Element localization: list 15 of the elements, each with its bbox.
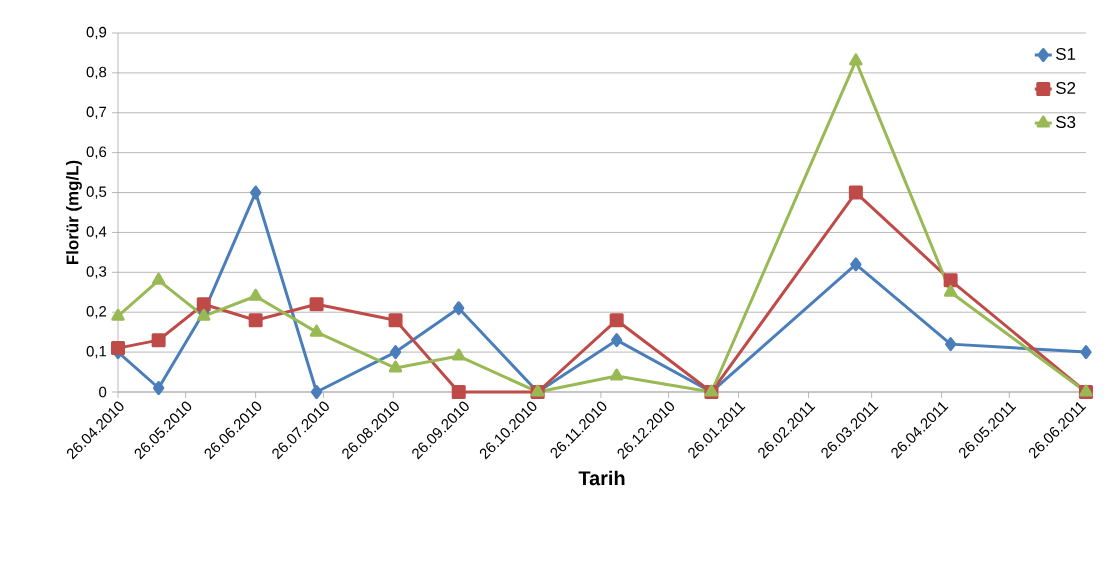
legend-label: S2 [1056, 82, 1076, 94]
legend-label: S1 [1056, 47, 1076, 60]
y-tick-label: 0,7 [86, 106, 107, 119]
y-tick-label: 0,5 [86, 186, 107, 199]
y-tick-label: 0,4 [86, 226, 107, 239]
y-tick-label: 0,6 [86, 146, 107, 159]
y-axis-title: Florür (mg/L) [66, 160, 82, 265]
y-tick-label: 0,8 [86, 66, 107, 80]
y-tick-label: 0,1 [86, 345, 107, 359]
y-tick-label: 0 [99, 386, 107, 398]
y-tick-label: 0,9 [86, 26, 107, 40]
x-axis-title: Tarih [578, 470, 625, 486]
y-tick-label: 0,3 [86, 266, 107, 279]
y-tick-label: 0,2 [86, 306, 107, 319]
legend-label: S3 [1056, 116, 1076, 129]
